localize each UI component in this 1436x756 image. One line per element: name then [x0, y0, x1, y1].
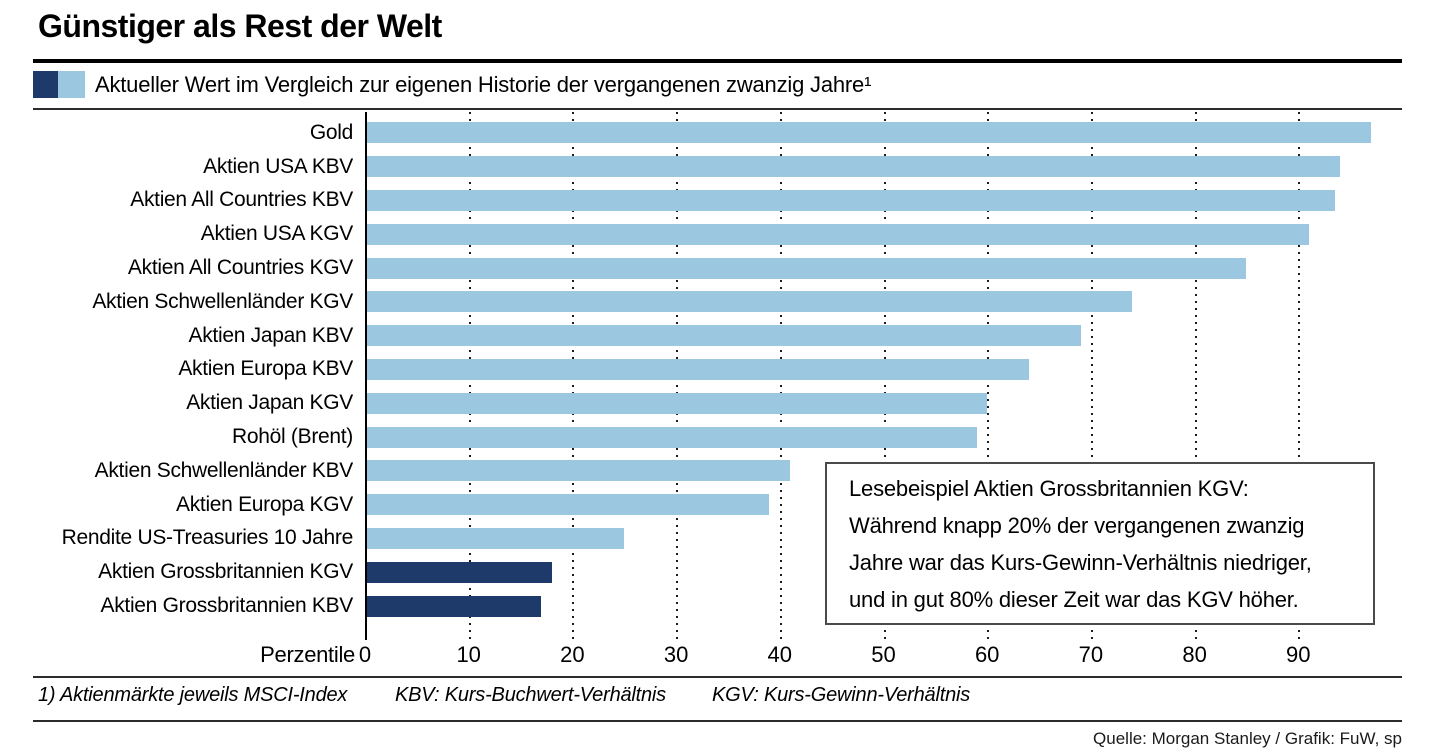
bar-track: [365, 291, 1402, 313]
bar-track: [365, 426, 1402, 448]
category-label: Rohöl (Brent): [232, 425, 353, 449]
bar-track: [365, 122, 1402, 144]
bar-row: Aktien Japan KBV: [33, 319, 1402, 353]
bar-chart: Gold Aktien USA KBV Aktien All Countries K…: [33, 112, 1402, 640]
bar: [365, 189, 1335, 211]
category-label: Rendite US-Treasuries 10 Jahre: [61, 526, 354, 550]
annotation-line: und in gut 80% dieser Zeit war das KGV h…: [849, 587, 1299, 612]
footnotes: 1) Aktienmärkte jeweils MSCI-Index KBV: …: [33, 684, 1402, 714]
axis-rule: [33, 676, 1402, 678]
bar-row: Aktien Grossbritannien KBV: [33, 589, 1402, 623]
footnote-index-note: 1) Aktienmärkte jeweils MSCI-Index: [38, 684, 348, 706]
bar-track: [365, 325, 1402, 347]
annotation-line: Jahre war das Kurs-Gewinn-Verhältnis nie…: [849, 550, 1312, 575]
bar-row: Aktien All Countries KGV: [33, 251, 1402, 285]
footnote-kgv: KGV: Kurs-Gewinn-Verhältnis: [712, 684, 971, 706]
bar-row: Rohöl (Brent): [33, 420, 1402, 454]
bar-row: Aktien Europa KBV: [33, 353, 1402, 387]
bar-track: [365, 156, 1402, 178]
bar-track: [365, 561, 1402, 583]
x-tick-label: 0: [358, 642, 372, 667]
bar: [365, 122, 1371, 144]
x-axis-ticks: 0 10 20 30 40 50 60 70 80 90: [359, 642, 1402, 670]
bar-row: Aktien Schwellenländer KGV: [33, 285, 1402, 319]
annotation-line: Lesebeispiel Aktien Grossbritannien KGV:: [849, 476, 1249, 501]
category-label: Aktien USA KGV: [200, 222, 354, 246]
bar: [365, 325, 1081, 347]
source-credit: Quelle: Morgan Stanley / Grafik: FuW, sp: [1093, 729, 1402, 748]
legend-rule: [33, 108, 1402, 110]
x-tick-label: 80: [1182, 642, 1207, 667]
category-label: Aktien Schwellenländer KGV: [92, 289, 353, 313]
bar-track: [365, 358, 1402, 380]
bar-row: Aktien Schwellenländer KBV: [33, 454, 1402, 488]
category-label: Aktien Europa KBV: [178, 357, 353, 381]
annotation-line: Während knapp 20% der vergangenen zwanzi…: [849, 513, 1305, 538]
bar: [365, 358, 1029, 380]
bar: [365, 156, 1340, 178]
bar: [365, 527, 625, 549]
bar: [365, 561, 552, 583]
legend-swatch-dark: [33, 71, 58, 98]
category-label: Aktien Schwellenländer KBV: [94, 458, 354, 482]
bar: [365, 595, 542, 617]
category-label: Aktien All Countries KGV: [127, 256, 353, 280]
category-label: Aktien Grossbritannien KGV: [98, 560, 353, 584]
bar-row: Aktien Europa KGV: [33, 488, 1402, 522]
bar-track: [365, 189, 1402, 211]
x-tick-label: 70: [1078, 642, 1104, 667]
x-tick-label: 30: [663, 642, 689, 667]
category-label: Aktien Grossbritannien KBV: [100, 594, 354, 618]
x-tick-label: 20: [560, 642, 585, 667]
category-label: Aktien Japan KGV: [186, 391, 353, 415]
bar: [365, 223, 1309, 245]
bar: [365, 426, 977, 448]
bar-track: [365, 494, 1402, 516]
category-label: Gold: [309, 120, 353, 144]
bar-track: [365, 392, 1402, 414]
bar: [365, 257, 1247, 279]
y-axis-line: [365, 112, 367, 640]
bar-row: Aktien USA KGV: [33, 217, 1402, 251]
bar-track: [365, 460, 1402, 482]
bar: [365, 460, 791, 482]
x-tick-label: 60: [974, 642, 1000, 667]
bar-track: [365, 527, 1402, 549]
x-tick-label: 90: [1286, 642, 1311, 667]
x-axis-label: Perzentile: [260, 642, 355, 667]
bar-rows: Gold Aktien USA KBV Aktien All Countries K…: [33, 116, 1402, 623]
bar-row: Gold: [33, 116, 1402, 150]
category-label: Aktien Japan KBV: [188, 323, 354, 347]
bar-row: Aktien USA KBV: [33, 150, 1402, 184]
bar-track: [365, 223, 1402, 245]
bar-row: Rendite US-Treasuries 10 Jahre: [33, 522, 1402, 556]
x-axis: Perzentile 0 10 20 30 40 50 60 70 80 90: [33, 642, 1402, 670]
category-label: Aktien All Countries KBV: [130, 188, 353, 212]
bar: [365, 291, 1133, 313]
x-tick-label: 40: [767, 642, 793, 667]
title-rule: [33, 59, 1402, 63]
x-tick-label: 50: [871, 642, 896, 667]
page-title: Günstiger als Rest der Welt: [38, 8, 442, 44]
x-tick-label: 10: [456, 642, 481, 667]
legend-label: Aktueller Wert im Vergleich zur eigenen …: [95, 72, 872, 97]
category-label: Aktien USA KBV: [203, 154, 353, 178]
bar: [365, 494, 770, 516]
category-label: Aktien Europa KGV: [176, 492, 353, 516]
bar-row: Aktien All Countries KBV: [33, 184, 1402, 218]
bar: [365, 392, 988, 414]
footer-rule: [33, 720, 1402, 722]
footnote-kbv: KBV: Kurs-Buchwert-Verhältnis: [395, 684, 666, 706]
legend-swatch-light: [58, 71, 85, 98]
bar-track: [365, 257, 1402, 279]
bar-track: [365, 595, 1402, 617]
bar-row: Aktien Grossbritannien KGV: [33, 555, 1402, 589]
annotation-box: Lesebeispiel Aktien Grossbritannien KGV:…: [825, 462, 1375, 625]
bar-row: Aktien Japan KGV: [33, 386, 1402, 420]
